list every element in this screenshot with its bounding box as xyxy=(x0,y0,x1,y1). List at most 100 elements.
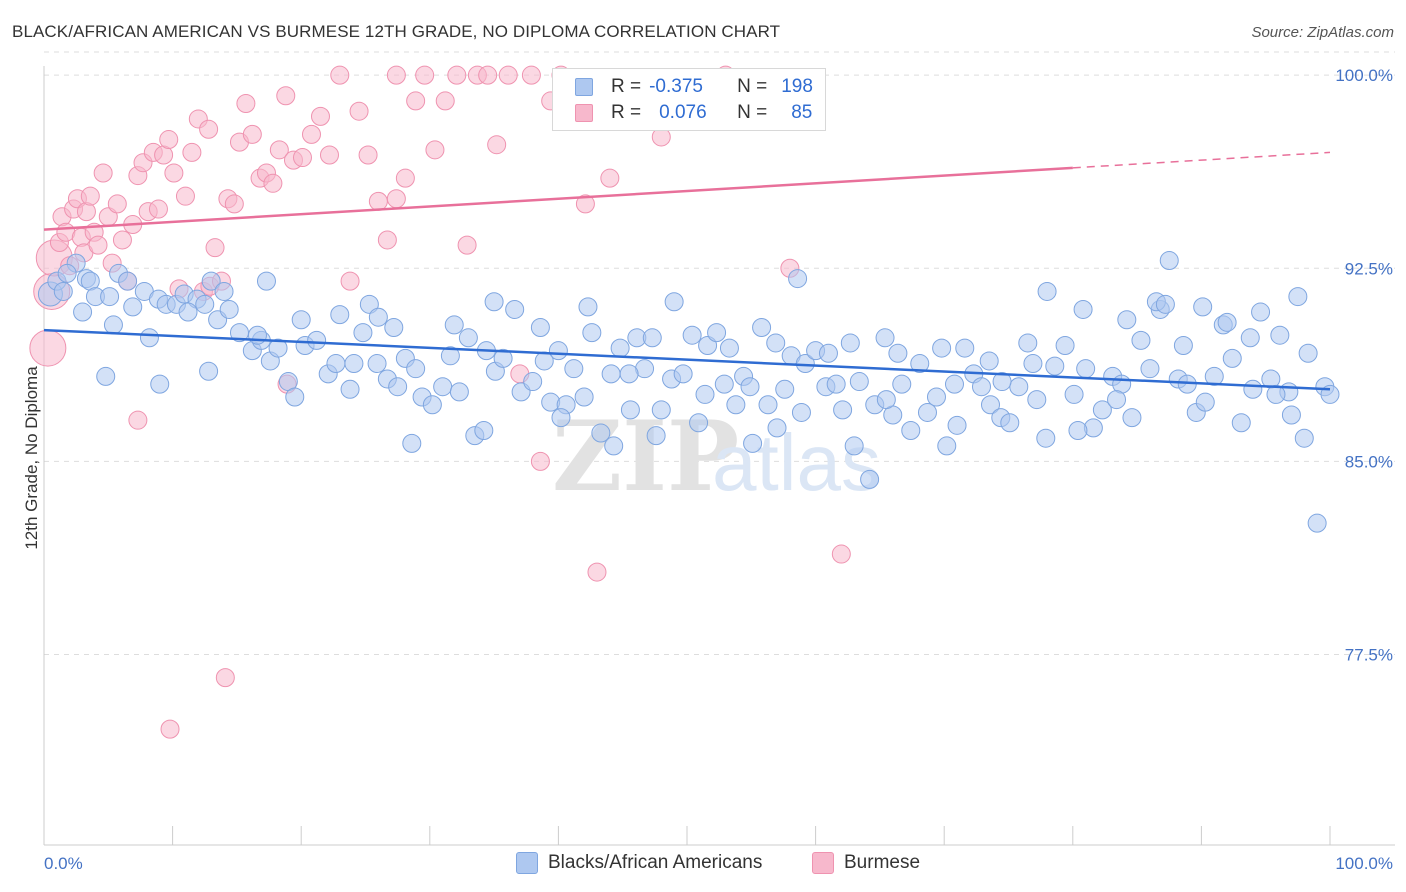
legend-item-blacks[interactable]: Blacks/African Americans xyxy=(516,852,762,874)
black-data-point xyxy=(875,328,895,348)
y-tick-label: 92.5% xyxy=(1345,259,1393,278)
black-data-point xyxy=(767,418,787,438)
burmese-data-point xyxy=(498,65,518,85)
burmese-data-point xyxy=(112,230,132,250)
burmese-data-point xyxy=(269,140,289,160)
burmese-data-point xyxy=(575,194,595,214)
black-data-point xyxy=(493,348,513,368)
burmese-data-point xyxy=(406,91,426,111)
black-data-point xyxy=(876,390,896,410)
black-data-point xyxy=(1195,392,1215,412)
black-data-point xyxy=(740,377,760,397)
black-data-point xyxy=(1064,384,1084,404)
legend-item-burmese[interactable]: Burmese xyxy=(812,852,920,874)
black-data-point xyxy=(992,372,1012,392)
burmese-data-point xyxy=(205,238,225,258)
black-data-point xyxy=(844,436,864,456)
burmese-data-point xyxy=(236,93,256,113)
black-data-point xyxy=(578,297,598,317)
black-data-point xyxy=(96,366,116,386)
black-data-point xyxy=(444,315,464,335)
black-data-point xyxy=(340,379,360,399)
black-data-point xyxy=(534,351,554,371)
burmese-data-point xyxy=(224,194,244,214)
black-data-point xyxy=(888,343,908,363)
black-data-point xyxy=(947,415,967,435)
black-data-point xyxy=(664,292,684,312)
black-data-point xyxy=(1281,405,1301,425)
black-data-point xyxy=(788,269,808,289)
black-data-point xyxy=(1140,359,1160,379)
black-data-point xyxy=(651,400,671,420)
black-data-point xyxy=(673,364,693,384)
black-data-point xyxy=(330,305,350,325)
black-data-point xyxy=(123,297,143,317)
tick-labels: 77.5% 85.0% 92.5% 100.0% 0.0% 100.0% xyxy=(44,66,1393,873)
black-data-point xyxy=(1018,333,1038,353)
black-data-point xyxy=(103,315,123,335)
black-data-point xyxy=(610,338,630,358)
black-data-point xyxy=(926,387,946,407)
burmese-data-point xyxy=(164,163,184,183)
black-data-point xyxy=(775,379,795,399)
burmese-data-point xyxy=(386,189,406,209)
burmese-data-point xyxy=(93,163,113,183)
burmese-data-point xyxy=(292,148,312,168)
burmese-data-point xyxy=(276,86,296,106)
burmese-data-point xyxy=(330,65,350,85)
burmese-data-point xyxy=(395,168,415,188)
black-data-point xyxy=(1307,513,1327,533)
burmese-data-point xyxy=(521,65,541,85)
black-data-point xyxy=(1092,400,1112,420)
black-data-point xyxy=(971,377,991,397)
burmese-data-point xyxy=(159,130,179,150)
black-data-point xyxy=(574,387,594,407)
black-data-point xyxy=(406,359,426,379)
burmese-data-point xyxy=(182,142,202,162)
x-tick-label: 100.0% xyxy=(1335,854,1393,873)
black-data-point xyxy=(1266,384,1286,404)
burmese-data-point xyxy=(263,173,283,193)
legend-swatch-pink xyxy=(812,852,834,874)
burmese-data-point xyxy=(530,451,550,471)
black-data-point xyxy=(937,436,957,456)
burmese-data-point xyxy=(425,140,445,160)
black-data-point xyxy=(150,374,170,394)
burmese-data-point xyxy=(600,168,620,188)
black-data-point xyxy=(291,310,311,330)
black-data-point xyxy=(422,395,442,415)
black-data-point xyxy=(791,402,811,422)
black-data-point xyxy=(199,361,219,381)
n-label-blue: N = xyxy=(737,76,768,97)
black-data-point xyxy=(388,377,408,397)
black-data-point xyxy=(219,299,239,319)
black-data-point xyxy=(1076,359,1096,379)
black-data-point xyxy=(917,402,937,422)
burmese-data-point xyxy=(368,191,388,211)
burmese-data-point xyxy=(349,101,369,121)
black-data-point xyxy=(359,294,379,314)
black-data-point xyxy=(1073,299,1093,319)
black-data-point xyxy=(1231,413,1251,433)
watermark: ZIP atlas xyxy=(552,400,881,513)
black-data-point xyxy=(707,323,727,343)
burmese-data-point xyxy=(487,135,507,155)
black-data-point xyxy=(582,323,602,343)
burmese-trend-extension xyxy=(1072,151,1331,169)
black-data-point xyxy=(910,354,930,374)
y-axis-label: 12th Grade, No Diploma xyxy=(22,366,41,550)
black-data-point xyxy=(440,346,460,366)
burmese-data-point xyxy=(310,106,330,126)
pink-swatch xyxy=(575,104,593,122)
black-data-point xyxy=(368,307,388,327)
chart-title: BLACK/AFRICAN AMERICAN VS BURMESE 12TH G… xyxy=(12,22,781,41)
black-data-point xyxy=(944,374,964,394)
black-data-point xyxy=(57,263,77,283)
trend-lines xyxy=(43,151,1331,391)
burmese-points xyxy=(29,65,851,739)
r-value-pink: 0.076 xyxy=(659,102,707,123)
black-data-point xyxy=(719,338,739,358)
watermark-atlas: atlas xyxy=(712,418,881,507)
black-data-point xyxy=(307,330,327,350)
black-data-point xyxy=(840,333,860,353)
